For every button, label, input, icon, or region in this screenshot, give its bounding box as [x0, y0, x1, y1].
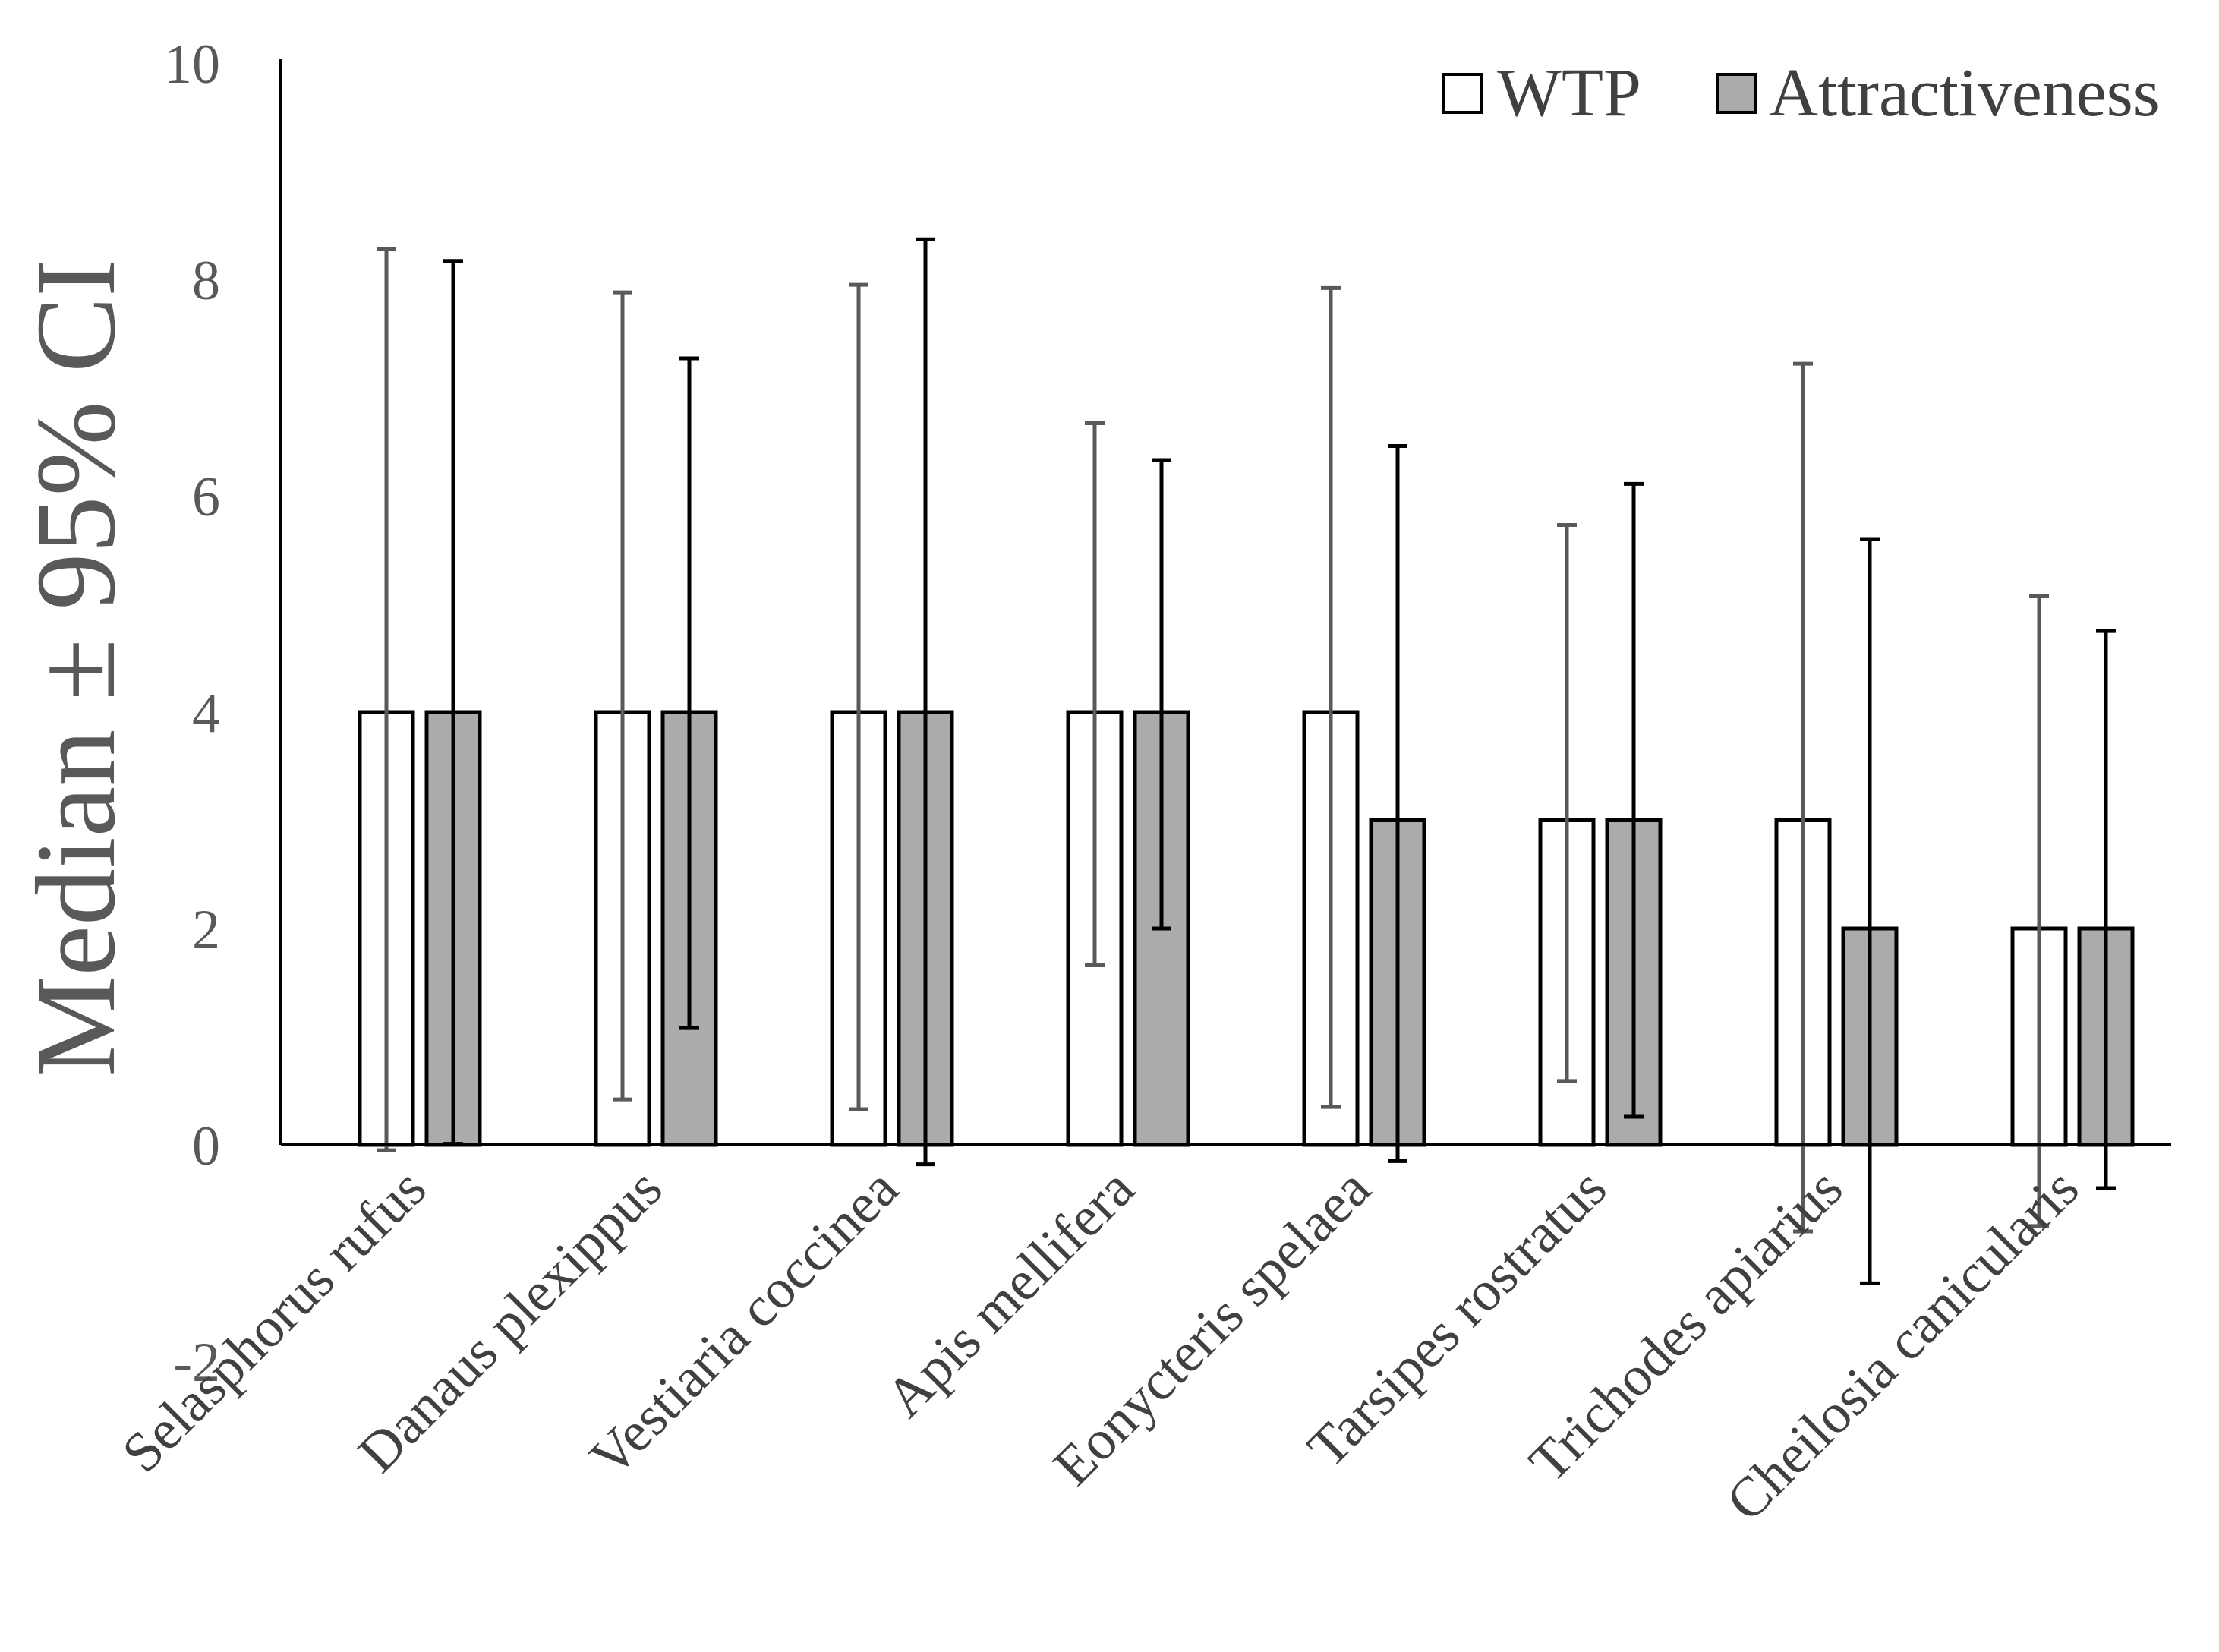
y-axis-label: Median ± 95% CI	[13, 259, 139, 1077]
y-tick-label: -2	[173, 1332, 220, 1394]
legend-label-wtp: WTP	[1497, 55, 1641, 131]
y-tick-label: 0	[192, 1115, 220, 1178]
bar-groups	[358, 710, 2135, 1147]
category-label: Apis mellifera	[874, 1157, 1146, 1430]
legend-label-attractiveness: Attractiveness	[1769, 55, 2160, 131]
error-bars	[377, 237, 2116, 1285]
legend-swatch-wtp	[1442, 73, 1483, 114]
y-tick-label: 4	[192, 683, 220, 745]
y-tick-label: 6	[192, 466, 220, 528]
legend: WTP Attractiveness	[1442, 55, 2160, 131]
y-tick-label: 2	[192, 899, 220, 961]
legend-swatch-attractiveness	[1716, 73, 1757, 114]
y-tick-label: 10	[164, 33, 220, 96]
y-tick-labels: -2 0 2 4 6 8 10	[164, 33, 220, 1394]
y-tick-label: 8	[192, 250, 220, 312]
